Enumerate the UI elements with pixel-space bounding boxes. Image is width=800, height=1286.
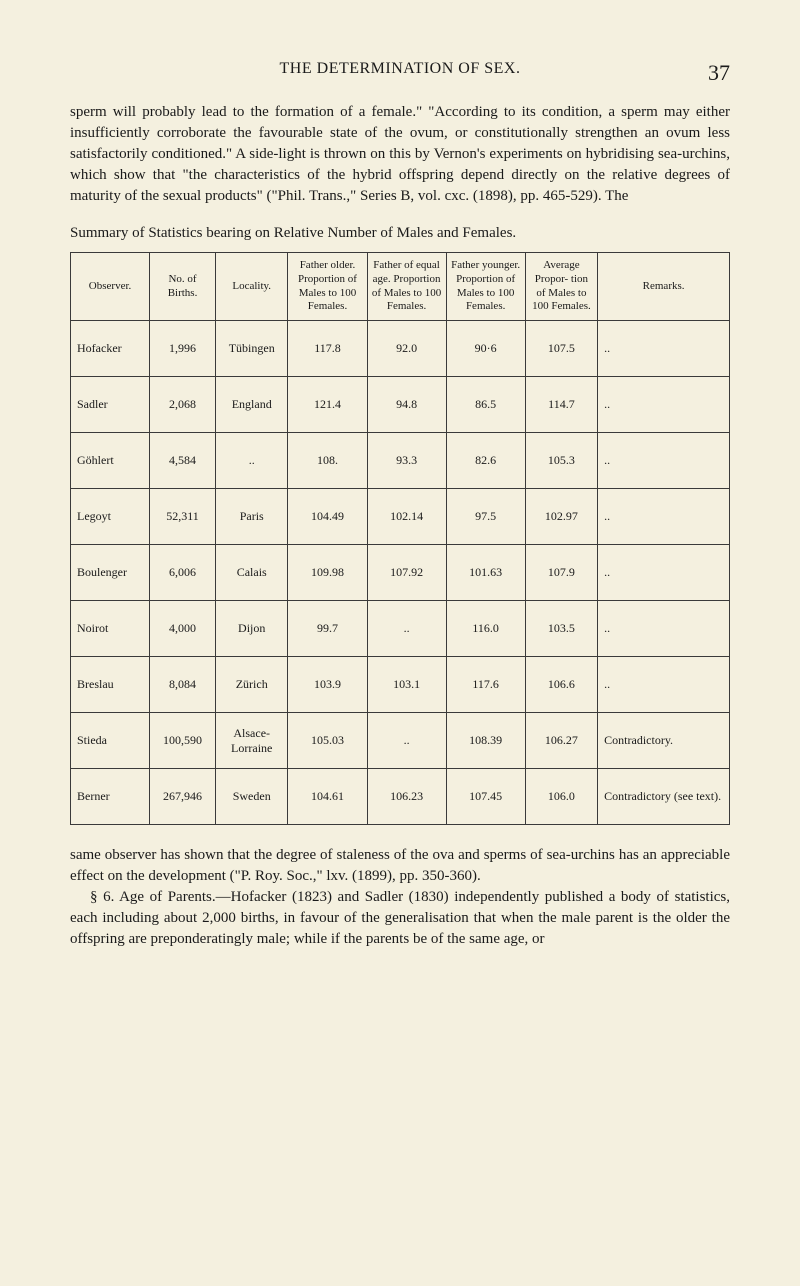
cell-father-equal: 106.23 <box>367 769 446 825</box>
cell-father-equal: 93.3 <box>367 433 446 489</box>
header-father-older: Father older. Proportion of Males to 100… <box>288 253 367 321</box>
cell-remarks: Contradictory (see text). <box>598 769 730 825</box>
cell-average: 103.5 <box>525 601 597 657</box>
cell-observer: Breslau <box>71 657 150 713</box>
header-observer: Observer. <box>71 253 150 321</box>
cell-average: 105.3 <box>525 433 597 489</box>
cell-remarks: .. <box>598 433 730 489</box>
cell-average: 106.27 <box>525 713 597 769</box>
table-row: Legoyt 52,311 Paris 104.49 102.14 97.5 1… <box>71 489 730 545</box>
cell-average: 102.97 <box>525 489 597 545</box>
cell-father-younger: 97.5 <box>446 489 525 545</box>
header-locality: Locality. <box>215 253 287 321</box>
cell-locality: Calais <box>215 545 287 601</box>
table-row: Sadler 2,068 England 121.4 94.8 86.5 114… <box>71 377 730 433</box>
cell-locality: England <box>215 377 287 433</box>
header-births: No. of Births. <box>150 253 216 321</box>
table-header-row: Observer. No. of Births. Locality. Fathe… <box>71 253 730 321</box>
header-father-younger: Father younger. Proportion of Males to 1… <box>446 253 525 321</box>
table-row: Göhlert 4,584 .. 108. 93.3 82.6 105.3 .. <box>71 433 730 489</box>
cell-remarks: Contradictory. <box>598 713 730 769</box>
table-row: Stieda 100,590 Alsace- Lorraine 105.03 .… <box>71 713 730 769</box>
cell-father-older: 117.8 <box>288 321 367 377</box>
running-head: THE DETERMINATION OF SEX. <box>70 60 730 78</box>
cell-father-equal: 103.1 <box>367 657 446 713</box>
table-caption: Summary of Statistics bearing on Relativ… <box>70 225 730 242</box>
cell-average: 106.0 <box>525 769 597 825</box>
cell-father-equal: 107.92 <box>367 545 446 601</box>
header-father-equal: Father of equal age. Proportion of Males… <box>367 253 446 321</box>
cell-locality: .. <box>215 433 287 489</box>
cell-father-equal: .. <box>367 601 446 657</box>
cell-father-equal: 102.14 <box>367 489 446 545</box>
cell-births: 1,996 <box>150 321 216 377</box>
cell-remarks: .. <box>598 377 730 433</box>
cell-father-older: 104.49 <box>288 489 367 545</box>
cell-father-equal: 94.8 <box>367 377 446 433</box>
cell-observer: Berner <box>71 769 150 825</box>
table-row: Boulenger 6,006 Calais 109.98 107.92 101… <box>71 545 730 601</box>
cell-father-younger: 86.5 <box>446 377 525 433</box>
header-average: Average Propor- tion of Males to 100 Fem… <box>525 253 597 321</box>
cell-father-equal: .. <box>367 713 446 769</box>
cell-father-younger: 82.6 <box>446 433 525 489</box>
cell-locality: Dijon <box>215 601 287 657</box>
cell-births: 267,946 <box>150 769 216 825</box>
cell-father-older: 121.4 <box>288 377 367 433</box>
table-row: Breslau 8,084 Zürich 103.9 103.1 117.6 1… <box>71 657 730 713</box>
cell-observer: Stieda <box>71 713 150 769</box>
cell-locality: Paris <box>215 489 287 545</box>
paragraph-after-table-1: same observer has shown that the degree … <box>70 845 730 887</box>
cell-observer: Boulenger <box>71 545 150 601</box>
cell-remarks: .. <box>598 601 730 657</box>
header-remarks: Remarks. <box>598 253 730 321</box>
page-header: THE DETERMINATION OF SEX. 37 <box>70 60 730 78</box>
table-body: Hofacker 1,996 Tübingen 117.8 92.0 90·6 … <box>71 321 730 825</box>
cell-father-younger: 90·6 <box>446 321 525 377</box>
paragraph-after-table-2: § 6. Age of Parents.—Hofacker (1823) and… <box>70 887 730 950</box>
cell-locality: Tübingen <box>215 321 287 377</box>
cell-father-older: 108. <box>288 433 367 489</box>
cell-father-older: 104.61 <box>288 769 367 825</box>
statistics-table: Observer. No. of Births. Locality. Fathe… <box>70 252 730 825</box>
cell-father-younger: 101.63 <box>446 545 525 601</box>
cell-births: 52,311 <box>150 489 216 545</box>
cell-locality: Zürich <box>215 657 287 713</box>
cell-births: 100,590 <box>150 713 216 769</box>
cell-observer: Göhlert <box>71 433 150 489</box>
table-row: Berner 267,946 Sweden 104.61 106.23 107.… <box>71 769 730 825</box>
cell-father-younger: 117.6 <box>446 657 525 713</box>
cell-observer: Hofacker <box>71 321 150 377</box>
cell-locality: Alsace- Lorraine <box>215 713 287 769</box>
cell-father-older: 109.98 <box>288 545 367 601</box>
cell-locality: Sweden <box>215 769 287 825</box>
cell-births: 4,000 <box>150 601 216 657</box>
cell-observer: Noirot <box>71 601 150 657</box>
cell-births: 4,584 <box>150 433 216 489</box>
table-row: Noirot 4,000 Dijon 99.7 .. 116.0 103.5 .… <box>71 601 730 657</box>
cell-births: 2,068 <box>150 377 216 433</box>
cell-remarks: .. <box>598 657 730 713</box>
cell-remarks: .. <box>598 321 730 377</box>
cell-father-older: 105.03 <box>288 713 367 769</box>
cell-father-younger: 107.45 <box>446 769 525 825</box>
page-number: 37 <box>708 60 730 86</box>
cell-average: 107.9 <box>525 545 597 601</box>
cell-average: 107.5 <box>525 321 597 377</box>
cell-remarks: .. <box>598 545 730 601</box>
cell-father-equal: 92.0 <box>367 321 446 377</box>
cell-births: 6,006 <box>150 545 216 601</box>
cell-father-younger: 108.39 <box>446 713 525 769</box>
cell-remarks: .. <box>598 489 730 545</box>
paragraph-intro: sperm will probably lead to the formatio… <box>70 102 730 207</box>
cell-average: 106.6 <box>525 657 597 713</box>
cell-father-older: 103.9 <box>288 657 367 713</box>
cell-observer: Legoyt <box>71 489 150 545</box>
table-row: Hofacker 1,996 Tübingen 117.8 92.0 90·6 … <box>71 321 730 377</box>
cell-average: 114.7 <box>525 377 597 433</box>
cell-father-younger: 116.0 <box>446 601 525 657</box>
cell-father-older: 99.7 <box>288 601 367 657</box>
cell-observer: Sadler <box>71 377 150 433</box>
cell-births: 8,084 <box>150 657 216 713</box>
